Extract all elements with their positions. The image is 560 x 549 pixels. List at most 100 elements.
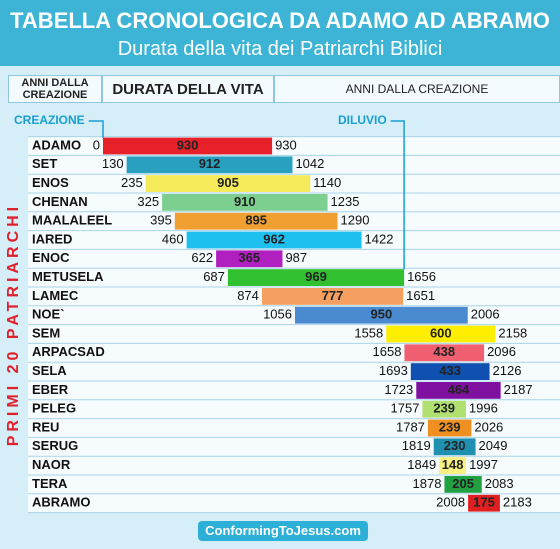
end-label: 1042 [295, 156, 324, 171]
bar-value-label: 895 [245, 213, 267, 228]
start-label: 1693 [379, 363, 408, 378]
bar-value-label: 365 [238, 250, 260, 265]
end-label: 2187 [504, 382, 533, 397]
side-label: PRIMI 20 PATRIARCHI [5, 203, 22, 446]
bar [416, 382, 501, 399]
start-label: 460 [162, 231, 184, 246]
bar [126, 156, 293, 174]
end-label: 1290 [341, 213, 370, 228]
start-label: 1849 [407, 457, 436, 472]
footer: ConformingToJesus.com [198, 521, 368, 541]
bar-value-label: 205 [452, 476, 474, 491]
bar-value-label: 175 [473, 495, 495, 510]
bar [444, 476, 482, 493]
banner: TABELLA CRONOLOGICA DA ADAMO AD ABRAMO D… [0, 0, 560, 66]
end-label: 930 [275, 137, 297, 152]
start-label: 395 [150, 213, 172, 228]
end-label: 2126 [493, 363, 522, 378]
category-label: SET [32, 156, 57, 171]
category-label: CHENAN [32, 194, 88, 209]
title: TABELLA CRONOLOGICA DA ADAMO AD ABRAMO [10, 8, 550, 33]
bar-value-label: 930 [177, 137, 199, 152]
end-label: 2006 [471, 307, 500, 322]
start-label: 622 [191, 250, 213, 265]
header-cell: DURATA DELLA VITA [102, 75, 274, 103]
bar [145, 175, 311, 192]
bar [174, 212, 338, 230]
category-label: TERA [32, 476, 68, 491]
category-label: SERUG [32, 438, 78, 453]
header-cell: ANNI DALLA CREAZIONE [8, 75, 102, 103]
end-label: 2026 [474, 419, 503, 434]
category-label: ENOC [32, 250, 70, 265]
subtitle: Durata della vita dei Patriarchi Biblici [117, 38, 443, 60]
start-label: 874 [237, 288, 259, 303]
bar-value-label: 433 [439, 363, 461, 378]
bar [410, 363, 490, 380]
bar [422, 400, 466, 418]
bar [227, 269, 405, 286]
bar-value-label: 464 [448, 382, 470, 397]
category-label: PELEG [32, 401, 76, 416]
bar-value-label: 905 [217, 175, 239, 190]
end-label: 1656 [407, 269, 436, 284]
end-label: 2183 [503, 495, 532, 510]
bar-value-label: 777 [322, 288, 344, 303]
end-label: 2158 [498, 325, 527, 340]
end-label: 1651 [406, 288, 435, 303]
start-label: 1819 [402, 438, 431, 453]
bar-value-label: 239 [439, 419, 461, 434]
start-label: 1787 [396, 419, 425, 434]
start-label: 1878 [413, 476, 442, 491]
bar-value-label: 239 [433, 401, 455, 416]
category-label: NAOR [32, 457, 71, 472]
start-label: 2008 [436, 495, 465, 510]
start-label: 687 [203, 269, 225, 284]
bar [295, 306, 468, 324]
bar-value-label: 148 [442, 457, 464, 472]
bar [216, 250, 283, 268]
category-label: IARED [32, 231, 72, 246]
bar [186, 231, 362, 249]
category-label: METUSELA [32, 269, 104, 284]
start-label: 0 [93, 137, 100, 152]
bar-value-label: 438 [433, 344, 455, 359]
start-label: 1558 [354, 325, 383, 340]
end-label: 1997 [469, 457, 498, 472]
category-label: SELA [32, 363, 67, 378]
bar-value-label: 230 [444, 438, 466, 453]
end-label: 1235 [331, 194, 360, 209]
annotation-label: DILUVIO [338, 113, 387, 127]
end-label: 987 [285, 250, 307, 265]
category-label: ADAMO [32, 137, 81, 152]
bar-value-label: 912 [199, 156, 221, 171]
bar-value-label: 950 [371, 307, 393, 322]
bar-value-label: 600 [430, 325, 452, 340]
bar [162, 194, 328, 211]
bar [468, 494, 500, 512]
category-label: REU [32, 419, 59, 434]
bar-value-label: 910 [234, 194, 256, 209]
category-label: NOE` [32, 307, 65, 322]
annotation-line [390, 120, 405, 270]
bar-value-label: 969 [305, 269, 327, 284]
bar [439, 457, 467, 474]
bar [433, 438, 476, 456]
category-label: ENOS [32, 175, 69, 190]
end-label: 2096 [487, 344, 516, 359]
start-label: 235 [121, 175, 143, 190]
end-label: 1140 [313, 175, 341, 190]
end-label: 1996 [469, 401, 498, 416]
category-label: ABRAMO [32, 495, 91, 510]
category-label: MAALALEEL [32, 213, 112, 228]
annotation-label: CREAZIONE [14, 113, 85, 127]
start-label: 1723 [384, 382, 413, 397]
category-label: EBER [32, 382, 69, 397]
category-label: SEM [32, 325, 60, 340]
side-band [0, 136, 28, 513]
bar [386, 325, 496, 343]
bar [103, 137, 273, 155]
end-label: 2049 [479, 438, 508, 453]
bar [404, 344, 485, 362]
